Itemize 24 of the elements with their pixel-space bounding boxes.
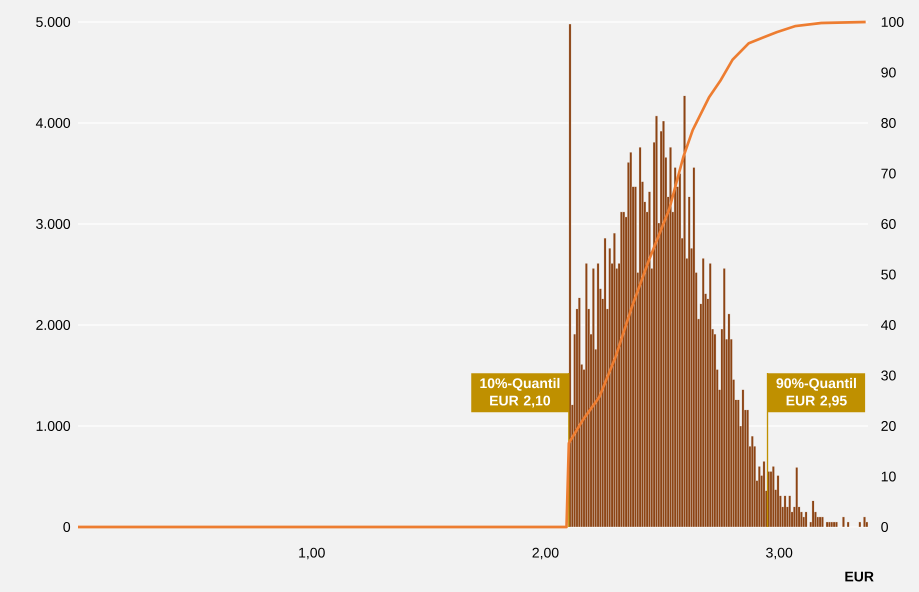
x-tick-label: 2,00: [532, 548, 559, 560]
y2-tick-label: 70: [881, 168, 896, 178]
x-axis-title: EUR: [845, 572, 874, 582]
ref-line-label: 10%-Quantil EUR 2,10: [480, 378, 560, 408]
y2-tick-label: 0: [881, 522, 888, 532]
ref-line-label: 90%-Quantil EUR 2,95: [776, 378, 856, 408]
y2-tick-label: 60: [881, 219, 896, 229]
y-tick-label: 1.000: [36, 421, 70, 431]
y2-tick-label: 90: [881, 68, 896, 78]
y-tick-label: 5.000: [36, 17, 70, 27]
y2-tick-label: 50: [881, 270, 896, 280]
y2-tick-label: 40: [881, 320, 896, 330]
y-tick-label: 4.000: [36, 118, 70, 128]
y2-tick-label: 10: [882, 472, 896, 482]
y2-tick-label: 30: [881, 370, 896, 380]
x-tick-label: 1,00: [299, 548, 325, 560]
y-tick-label: 2.000: [36, 320, 70, 330]
line-series: [76, 20, 868, 528]
x-tick-label: 3,00: [766, 548, 792, 560]
y-tick-label: 3.000: [36, 219, 70, 229]
y-tick-label: 0: [63, 522, 70, 532]
y2-tick-label: 20: [881, 421, 896, 431]
y2-tick-label: 80: [881, 118, 896, 128]
y2-tick-label: 100: [882, 17, 904, 27]
